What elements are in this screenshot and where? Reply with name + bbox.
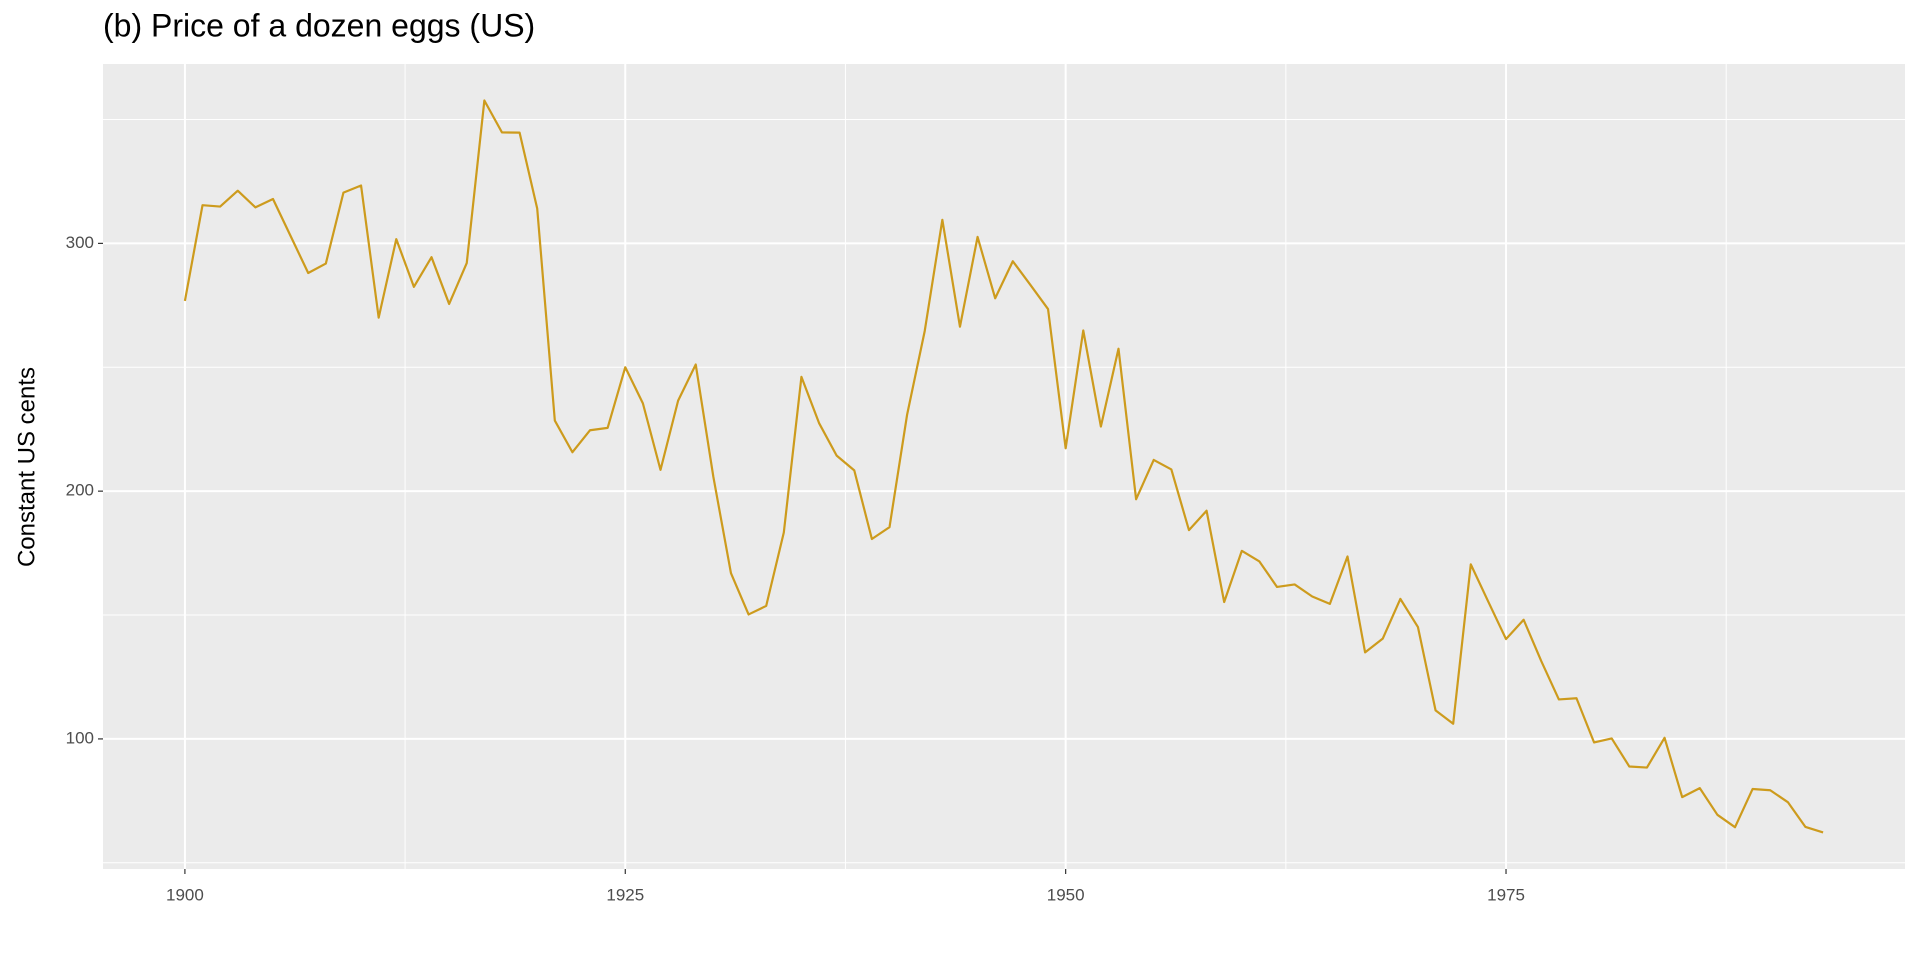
- x-tick-label: 1975: [1487, 885, 1525, 904]
- y-tick-label: 300: [66, 233, 94, 252]
- x-tick-label: 1900: [166, 885, 204, 904]
- y-axis-label: Constant US cents: [13, 367, 40, 567]
- chart-title: (b) Price of a dozen eggs (US): [103, 7, 535, 43]
- y-tick-label: 200: [66, 481, 94, 500]
- data-line: [183, 99, 1824, 834]
- y-tick-label: 100: [66, 728, 94, 747]
- panel: [103, 64, 1905, 869]
- x-tick-label: 1950: [1047, 885, 1085, 904]
- x-tick-label: 1925: [606, 885, 644, 904]
